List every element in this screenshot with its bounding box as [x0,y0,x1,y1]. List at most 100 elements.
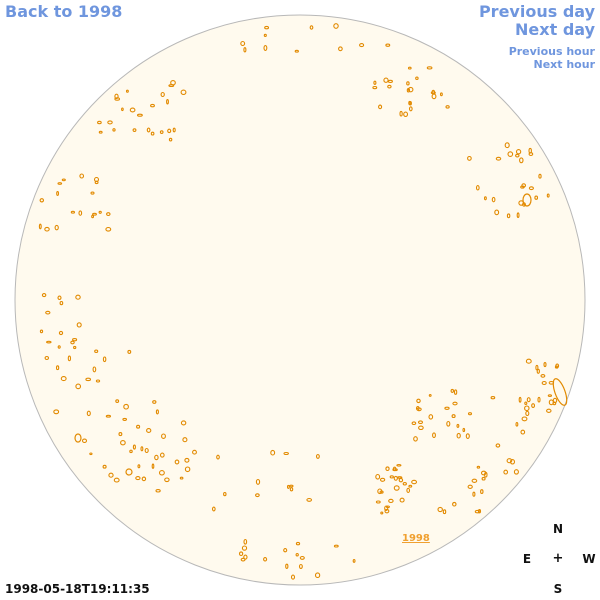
contour-mark [546,193,550,198]
contour-mark [451,414,456,419]
contour-mark [518,396,522,403]
contour-mark [430,91,436,95]
contour-mark [462,427,466,433]
contour-mark [136,424,141,429]
contour-mark [150,131,155,136]
contour-mark [289,487,294,492]
contour-mark [85,377,92,382]
compass-center-icon: + [552,551,564,566]
contour-mark [399,497,405,503]
contour-mark [264,25,270,30]
contour-mark [164,477,170,483]
contour-mark [298,563,303,570]
contour-mark [442,509,447,515]
contour-mark [107,120,113,125]
contour-mark [484,471,488,478]
contour-mark [56,191,60,196]
contour-mark [476,465,481,469]
contour-mark [333,544,339,548]
contour-mark [58,330,64,336]
contour-mark [526,397,531,403]
contour-mark [125,89,129,93]
contour-mark [380,511,384,515]
contour-mark [41,293,47,298]
contour-mark [223,491,227,497]
contour-mark [243,538,248,545]
previous-day-link[interactable]: Previous day [478,2,595,21]
contour-mark [504,142,510,149]
contour-mark [70,340,75,345]
compass-north-label: N [552,522,564,536]
contour-mark [94,180,99,185]
contour-mark [540,374,546,378]
next-day-link[interactable]: Next day [515,20,595,39]
contour-mark [535,364,539,371]
contour-mark [396,463,402,467]
contour-mark [408,100,411,106]
contour-mark [520,429,526,435]
contour-mark [285,563,289,569]
contour-mark [387,79,393,84]
contour-mark [444,406,450,410]
contour-mark [160,91,165,98]
contour-mark [375,473,381,480]
contour-mark [467,484,473,489]
contour-mark [456,432,461,439]
contour-mark [105,414,112,418]
contour-mark [389,475,394,479]
contour-mark [416,398,421,404]
contour-mark [255,493,260,498]
contour-mark [182,437,188,443]
contour-mark [506,213,511,219]
contour-mark [393,475,398,481]
contour-mark [95,379,101,383]
contour-mark [94,349,99,354]
contour-mark [392,468,398,472]
contour-loop [74,433,82,443]
active-region-link[interactable]: 1998 [402,533,430,544]
contour-loop [552,378,568,406]
contour-mark [379,477,386,482]
contour-mark [393,485,400,491]
contour-mark [132,128,137,132]
contour-mark [555,363,560,369]
contour-mark [90,191,95,195]
contour-mark [184,457,190,463]
contour-mark [413,436,418,442]
contour-mark [161,433,166,439]
contour-mark [541,380,547,386]
contour-mark [98,210,102,214]
contour-mark [480,489,484,495]
contour-mark [263,33,267,38]
contour-mark [453,389,458,395]
contour-mark [408,484,413,488]
contour-mark [411,479,418,485]
contour-mark [333,23,339,29]
contour-mark [552,401,557,406]
contour-mark [98,130,103,134]
contour-mark [141,476,147,482]
contour-mark [416,407,422,412]
contour-mark [372,85,378,90]
contour-mark [515,153,520,158]
contour-mark [467,412,473,416]
contour-mark [437,506,443,513]
back-to-year-link[interactable]: Back to 1998 [5,2,123,21]
contour-mark [456,423,460,428]
contour-mark [411,421,417,426]
contour-mark [398,477,404,483]
contour-mark [127,349,132,354]
contour-mark [55,365,60,371]
previous-hour-link[interactable]: Previous hour [508,45,595,58]
contour-mark [407,86,414,93]
contour-mark [135,476,141,481]
contour-mark [426,66,433,70]
contour-mark [428,393,432,397]
compass-east-label: E [522,552,532,566]
contour-mark [243,554,248,560]
contour-mark [75,383,82,390]
contour-mark [403,111,409,118]
next-hour-link[interactable]: Next hour [533,58,596,71]
contour-mark [480,470,487,476]
